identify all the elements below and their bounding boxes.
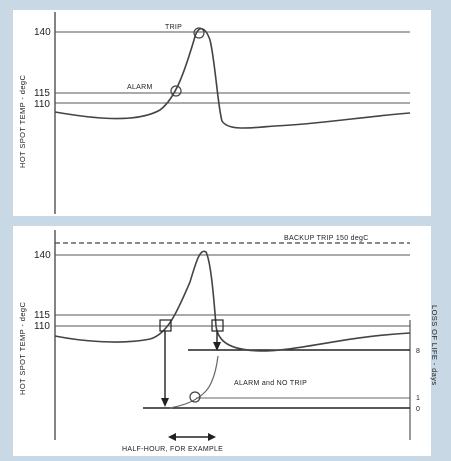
right-tick-8: 8 bbox=[416, 348, 420, 355]
trip-label: TRIP bbox=[165, 24, 182, 31]
right-axis-label: LOSS OF LIFE - days bbox=[430, 305, 439, 386]
bottom-tick-140: 140 bbox=[34, 250, 51, 261]
right-tick-0: 0 bbox=[416, 406, 420, 413]
bottom-panel: 140 115 110 BACKUP TRIP 150 degC ALARM a… bbox=[18, 230, 439, 440]
alarm-label: ALARM bbox=[127, 84, 153, 91]
loss-of-life-curve bbox=[169, 355, 219, 409]
bottom-panel-background bbox=[13, 226, 431, 456]
top-y-axis-label: HOT SPOT TEMP - degC bbox=[18, 75, 27, 168]
alarm-no-trip-label: ALARM and NO TRIP bbox=[234, 380, 307, 387]
top-panel-background bbox=[13, 10, 431, 216]
duration-label: HALF-HOUR, FOR EXAMPLE bbox=[122, 446, 223, 453]
bottom-tick-115: 115 bbox=[34, 310, 50, 321]
top-panel: 140 115 110 TRIP ALARM HOT SPOT TEMP - d… bbox=[18, 12, 411, 214]
trip-point-marker bbox=[193, 27, 205, 39]
top-tick-115: 115 bbox=[34, 88, 50, 99]
backup-trip-label: BACKUP TRIP 150 degC bbox=[284, 235, 369, 242]
top-tick-140: 140 bbox=[34, 27, 51, 38]
alarm-drop-arrowhead bbox=[161, 398, 169, 407]
top-temperature-curve bbox=[54, 27, 411, 129]
duration-arrowhead-right bbox=[208, 433, 216, 441]
top-tick-110: 110 bbox=[34, 99, 50, 110]
bottom-temperature-curve bbox=[54, 250, 411, 352]
bottom-tick-110: 110 bbox=[34, 321, 50, 332]
alarm-no-trip-marker bbox=[189, 391, 201, 403]
trip-drop-arrowhead bbox=[213, 342, 221, 351]
bottom-y-axis-label: HOT SPOT TEMP - degC bbox=[18, 302, 27, 395]
right-tick-1: 1 bbox=[416, 395, 420, 402]
duration-arrowhead-left bbox=[168, 433, 176, 441]
duration-indicator: HALF-HOUR, FOR EXAMPLE bbox=[122, 433, 223, 453]
alarm-point-marker bbox=[170, 85, 182, 97]
